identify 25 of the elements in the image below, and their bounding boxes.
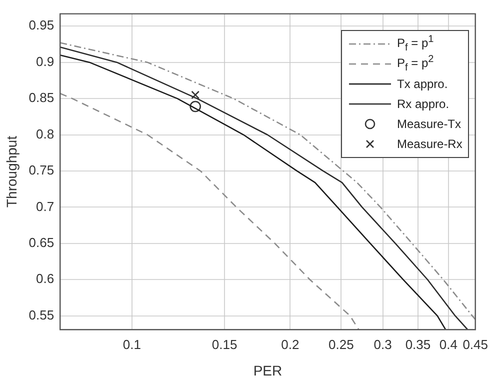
y-tick-label: 0.65 (28, 234, 54, 250)
legend-label: Measure-Tx (397, 116, 462, 131)
x-tick-label: 0.45 (462, 336, 488, 352)
y-tick-label: 0.85 (28, 90, 54, 106)
legend-label: P$_{f}$ = p$^{1}$ (397, 34, 434, 54)
y-tick-label: 0.9 (36, 54, 54, 69)
y-axis-title: Throughput (3, 136, 20, 208)
x-tick-label: 0.25 (328, 336, 354, 352)
y-tick-label: 0.55 (28, 307, 54, 322)
y-tick-label: 0.75 (28, 162, 54, 178)
x-axis-title: PER (253, 362, 282, 378)
y-tick-label: 0.8 (36, 126, 54, 142)
legend-label: P$_{f}$ = p$^{2}$ (397, 54, 434, 74)
y-tick-label: 0.7 (36, 198, 54, 214)
x-tick-label: 0.15 (212, 336, 238, 352)
x-tick-label: 0.2 (281, 336, 300, 352)
x-tick-label: 0.4 (439, 336, 458, 352)
y-tick-label: 0.6 (36, 271, 54, 286)
legend-label: Tx appro. (397, 76, 448, 91)
x-tick-label: 0.3 (374, 336, 392, 352)
legend-label: Measure-Rx (397, 136, 462, 151)
legend-label: Rx appro. (397, 96, 450, 111)
x-tick-label: 0.35 (405, 336, 431, 352)
x-tick-label: 0.1 (122, 336, 141, 352)
y-tick-label: 0.95 (28, 18, 54, 33)
